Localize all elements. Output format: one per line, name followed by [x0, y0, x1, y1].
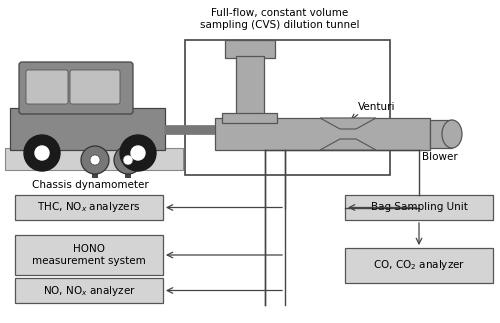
Bar: [10, 108, 165, 150]
Polygon shape: [320, 118, 376, 129]
Bar: [15, 195, 163, 220]
Text: NO, NO$_x$ analyzer: NO, NO$_x$ analyzer: [42, 284, 136, 297]
Circle shape: [90, 155, 100, 165]
Polygon shape: [320, 139, 376, 150]
FancyBboxPatch shape: [70, 70, 120, 104]
Text: Chassis dynamometer: Chassis dynamometer: [32, 180, 148, 190]
Text: Full-flow, constant volume
sampling (CVS) dilution tunnel: Full-flow, constant volume sampling (CVS…: [200, 8, 360, 30]
Bar: [345, 195, 493, 220]
Circle shape: [35, 146, 49, 160]
Bar: [215, 118, 430, 150]
Bar: [15, 278, 163, 303]
Bar: [236, 56, 264, 121]
Circle shape: [24, 135, 60, 171]
Circle shape: [123, 155, 133, 165]
Text: Venturi: Venturi: [358, 102, 396, 112]
Bar: [340, 129, 356, 139]
Bar: [345, 248, 493, 283]
Text: THC, NO$_x$ analyzers: THC, NO$_x$ analyzers: [38, 201, 140, 214]
Bar: [5, 148, 183, 170]
FancyBboxPatch shape: [19, 62, 133, 114]
Bar: [185, 40, 390, 175]
Circle shape: [114, 146, 142, 174]
Bar: [430, 120, 452, 148]
Text: Blower: Blower: [422, 152, 458, 162]
Circle shape: [81, 146, 109, 174]
Bar: [92, 170, 98, 178]
Text: Bag Sampling Unit: Bag Sampling Unit: [370, 203, 468, 213]
Bar: [125, 170, 131, 178]
FancyBboxPatch shape: [26, 70, 68, 104]
Text: HONO
measurement system: HONO measurement system: [32, 244, 146, 266]
Ellipse shape: [442, 120, 462, 148]
Circle shape: [120, 135, 156, 171]
Circle shape: [131, 146, 145, 160]
Bar: [15, 235, 163, 275]
Bar: [222, 113, 277, 123]
Bar: [225, 40, 275, 58]
Text: CO, CO$_2$ analyzer: CO, CO$_2$ analyzer: [373, 258, 465, 273]
